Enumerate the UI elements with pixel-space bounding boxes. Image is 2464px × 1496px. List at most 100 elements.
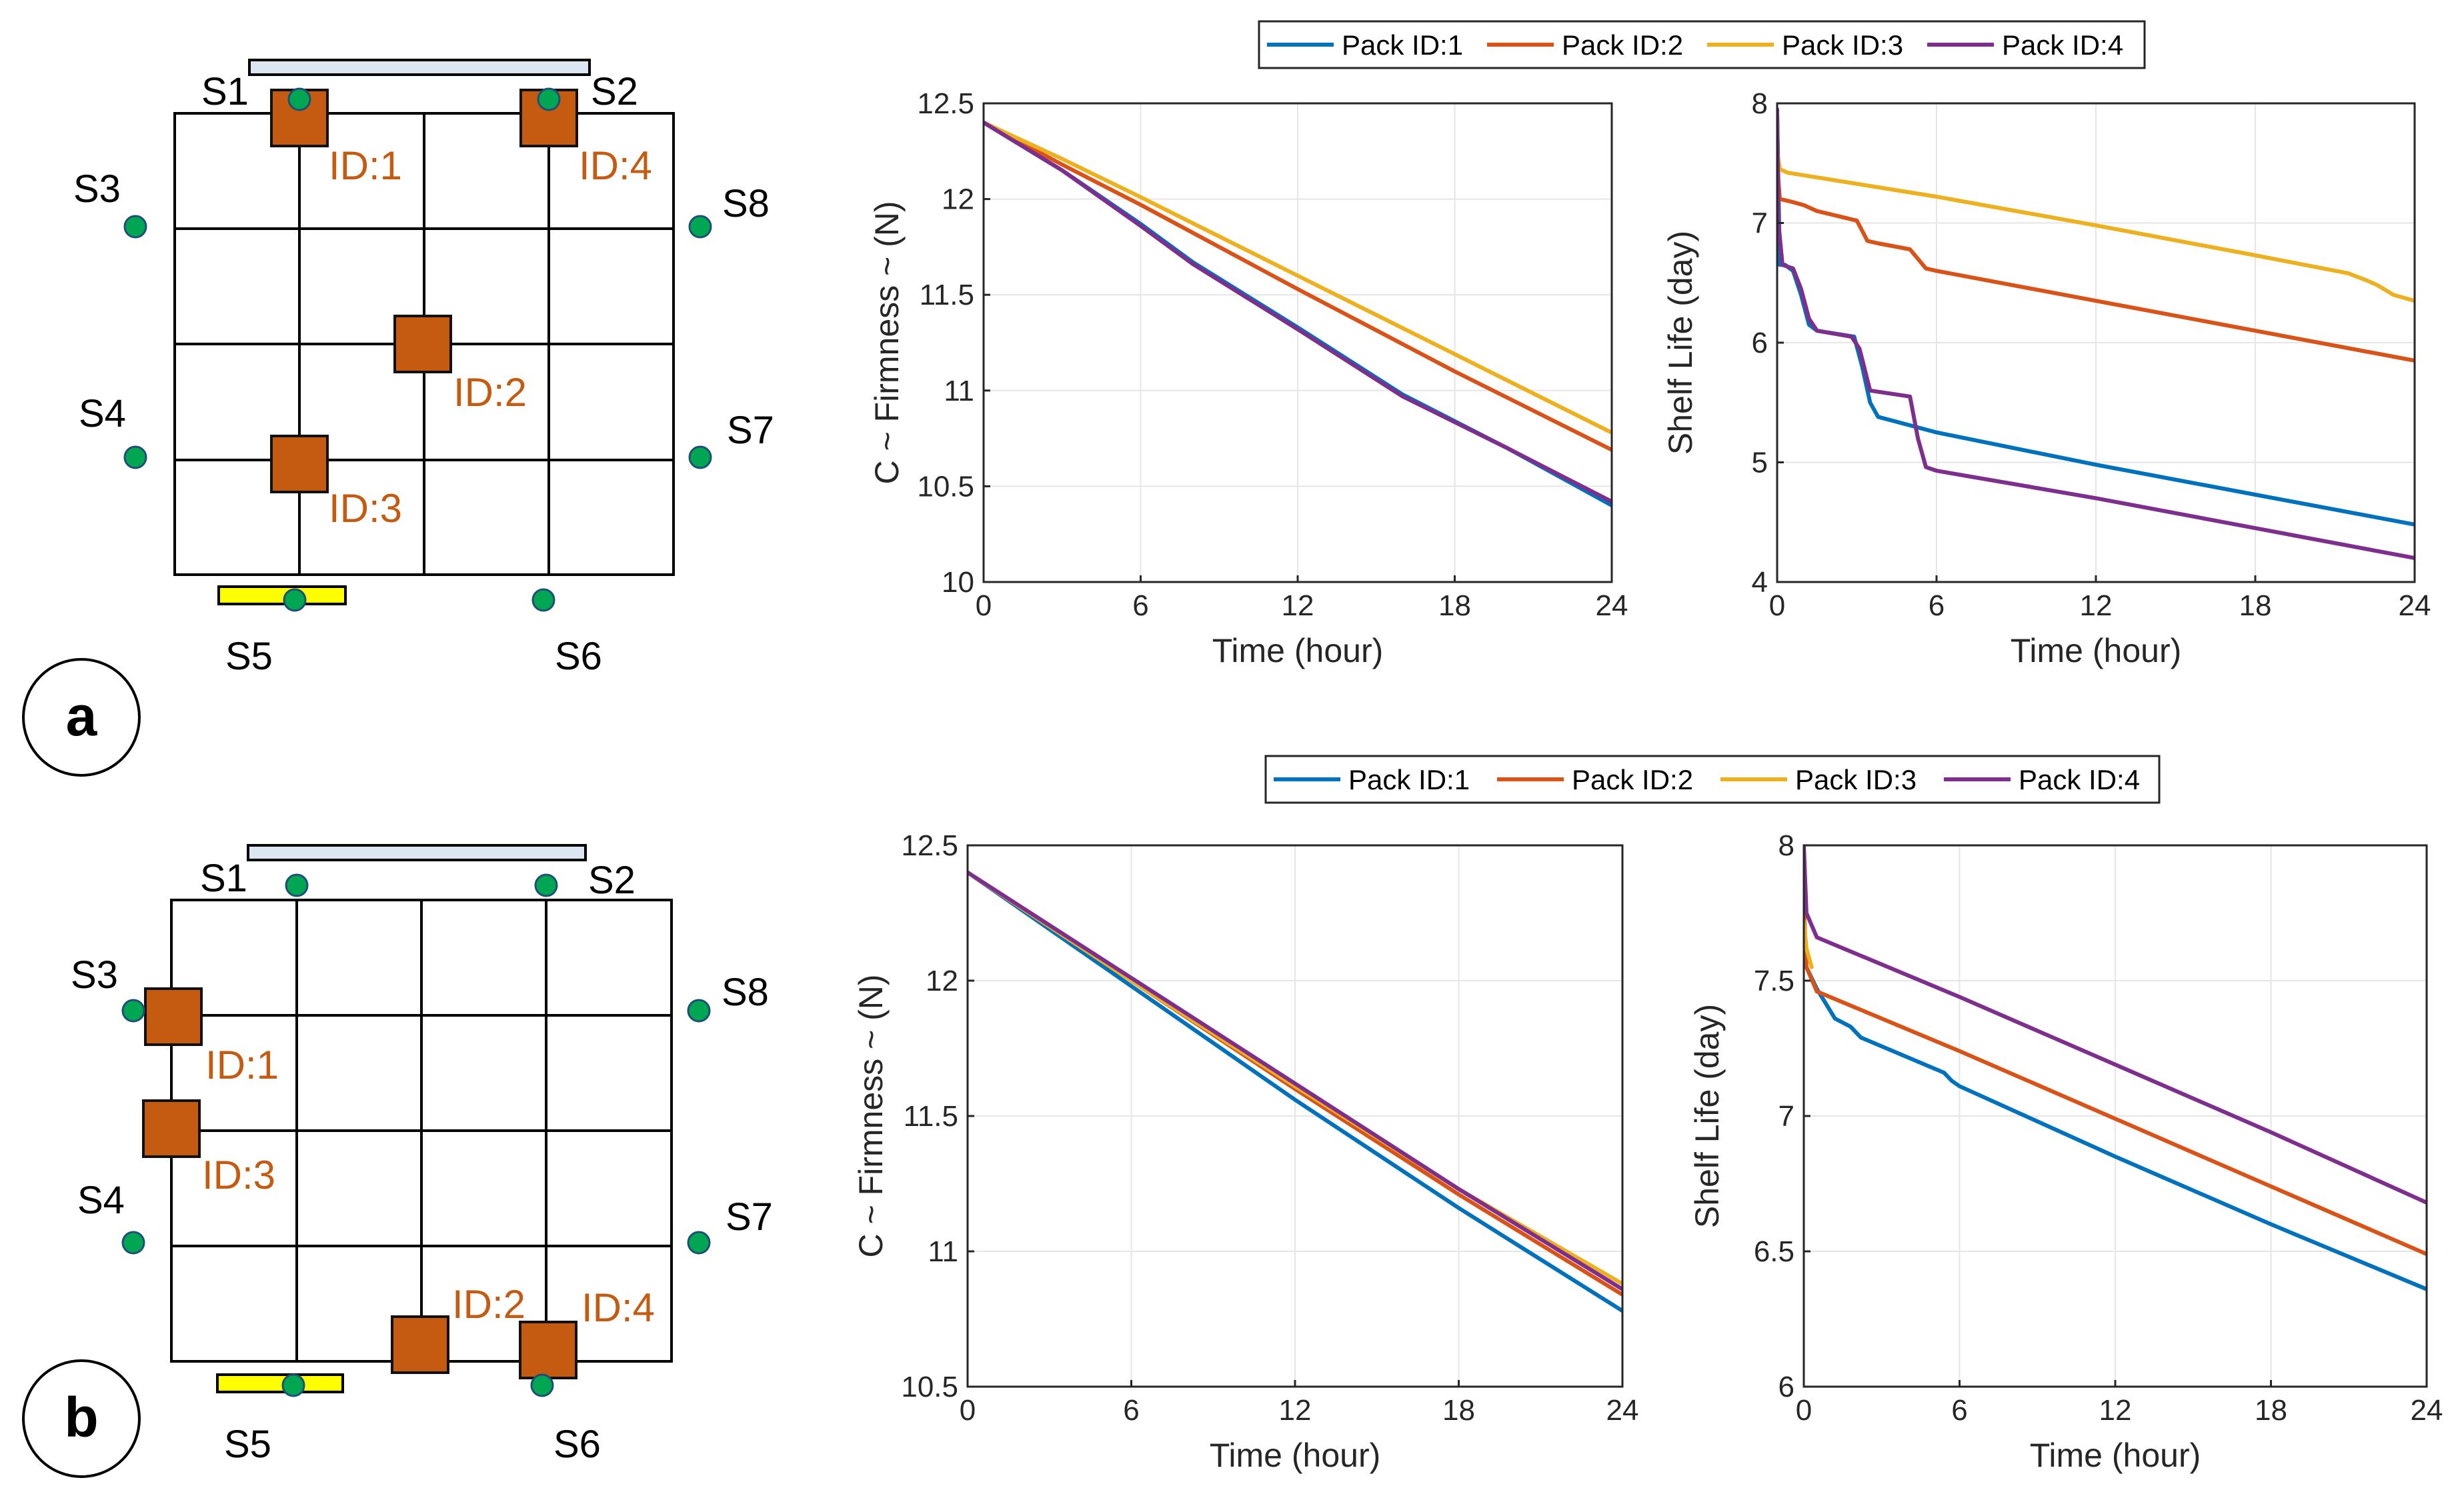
x-tick-label: 24 [1596,589,1628,622]
bottom-bar-a [217,585,347,605]
x-tick-label: 12 [1282,589,1314,622]
pack-label: ID:1 [329,143,402,188]
x-tick-label: 6 [1929,589,1945,622]
x-axis-title: Time (hour) [1212,632,1384,669]
x-tick-label: 24 [2399,589,2431,622]
y-tick-label: 11 [944,375,974,407]
y-tick-label: 4 [1752,566,1768,599]
chart-b-firmness: 0 6 12 18 24 10.5 11 11.5 12 12.5 Time (hour) C ~ F… [852,829,1638,1474]
sensor-b-s5 [281,1373,305,1397]
y-tick-label: 11.5 [920,279,974,311]
sensor-b-s1 [285,873,309,897]
pack-box-b-3 [142,1099,201,1158]
layout-a: S1 S2 S3 S4 S5 S6 S7 S8 ID:1 ID:2 ID:3 I… [22,59,774,777]
pack-label: ID:1 [205,1043,279,1087]
y-tick-label: 6.5 [1754,1235,1794,1268]
pack-box-b-2 [391,1315,449,1374]
y-tick-label: 11.5 [904,1100,958,1133]
pack-label: ID:3 [329,486,402,531]
x-tick-label: 0 [1796,1394,1812,1427]
y-axis-title: Shelf Life (day) [1662,231,1699,455]
sensor-b-s2 [534,873,558,897]
sensor-a-s7 [688,445,712,469]
x-tick-label: 12 [2080,589,2113,622]
series-line-pack-2 [984,120,1612,452]
sensor-b-s6 [530,1373,554,1397]
x-tick-label: 6 [1951,1394,1967,1427]
sensor-a-s5 [283,588,307,612]
sensor-label: S2 [588,859,636,902]
legend-label-pack-2: Pack ID:2 [1572,764,1693,795]
pack-label: ID:4 [579,143,652,188]
sensor-label: S5 [224,1423,271,1466]
sensor-label: S6 [555,635,602,678]
legend-label-pack-3: Pack ID:3 [1795,764,1917,795]
pack-label: ID:4 [581,1285,655,1330]
sensor-a-s8 [688,215,712,239]
sensor-a-s2 [537,87,561,111]
series-line-pack-3 [984,120,1612,435]
series-line-pack-1 [968,870,1622,1313]
legend-b: Pack ID:1 Pack ID:2 Pack ID:3 Pack ID:4 [1264,755,2161,804]
series-line-pack-2 [1804,903,2427,1257]
sensor-b-s3 [121,999,145,1023]
x-tick-label: 12 [2099,1394,2132,1427]
x-axis-title: Time (hour) [2011,632,2182,669]
legend-label-pack-1: Pack ID:1 [1342,29,1463,61]
sensor-label: S4 [77,1179,125,1222]
x-tick-label: 0 [976,589,992,622]
x-tick-label: 6 [1132,589,1148,622]
x-tick-label: 12 [1279,1394,1312,1427]
sensor-label: S5 [225,635,273,678]
x-tick-label: 24 [1606,1394,1639,1427]
panel-badge-label: b [64,1386,98,1449]
y-tick-label: 5 [1752,447,1768,479]
y-tick-label: 10.5 [917,470,974,503]
sensor-a-s6 [531,588,555,612]
legend-label-pack-4: Pack ID:4 [2002,29,2123,61]
sensor-label: S1 [201,70,249,113]
sensor-label: S3 [71,953,118,997]
legend-label-pack-2: Pack ID:2 [1562,29,1683,61]
legend-a: Pack ID:1 Pack ID:2 Pack ID:3 Pack ID:4 [1258,20,2146,69]
x-tick-label: 18 [2239,589,2272,622]
x-tick-label: 0 [1769,589,1785,622]
pack-label: ID:3 [202,1153,275,1197]
sensor-label: S3 [73,167,121,211]
x-axis-title: Time (hour) [1210,1437,1381,1474]
y-tick-label: 7.5 [1754,965,1794,997]
y-tick-label: 8 [1752,87,1768,120]
y-axis-title: C ~ Firmness ~ (N) [868,201,906,484]
bottom-bar-b [216,1373,344,1393]
pack-label: ID:2 [452,1282,525,1327]
x-tick-label: 18 [2255,1394,2287,1427]
y-tick-label: 12.5 [917,87,974,120]
x-tick-label: 0 [960,1394,976,1427]
sensor-b-s4 [121,1231,145,1255]
series-line-pack-3 [1777,149,2415,303]
sensor-a-s4 [123,445,147,469]
pack-box-b-4 [519,1321,577,1379]
y-tick-label: 12 [942,183,974,216]
y-tick-label: 10.5 [901,1371,958,1403]
y-axis-title: C ~ Firmness ~ (N) [852,974,890,1257]
series-line-pack-4 [1804,845,2427,1205]
sensor-label: S8 [722,971,769,1014]
legend-layer: Pack ID:1 Pack ID:2 Pack ID:3 Pack ID:4Pack… [1258,20,2161,804]
pack-box-a-3 [270,435,329,493]
top-bar-b [247,844,587,861]
chart-a-shelf-life: 0 6 12 18 24 4 5 6 7 8 Time (hour) Shelf Life (day) [1662,87,2431,669]
legend-label-pack-1: Pack ID:1 [1348,764,1470,795]
sensor-label: S8 [722,182,770,225]
y-axis-title: Shelf Life (day) [1688,1004,1726,1228]
x-tick-label: 18 [1438,589,1471,622]
sensor-label: S4 [79,392,126,435]
sensor-b-s8 [687,999,711,1023]
y-tick-label: 6 [1752,327,1768,359]
top-bar-a [248,59,591,76]
legend-label-pack-3: Pack ID:3 [1782,29,1903,61]
y-tick-label: 6 [1778,1371,1794,1403]
